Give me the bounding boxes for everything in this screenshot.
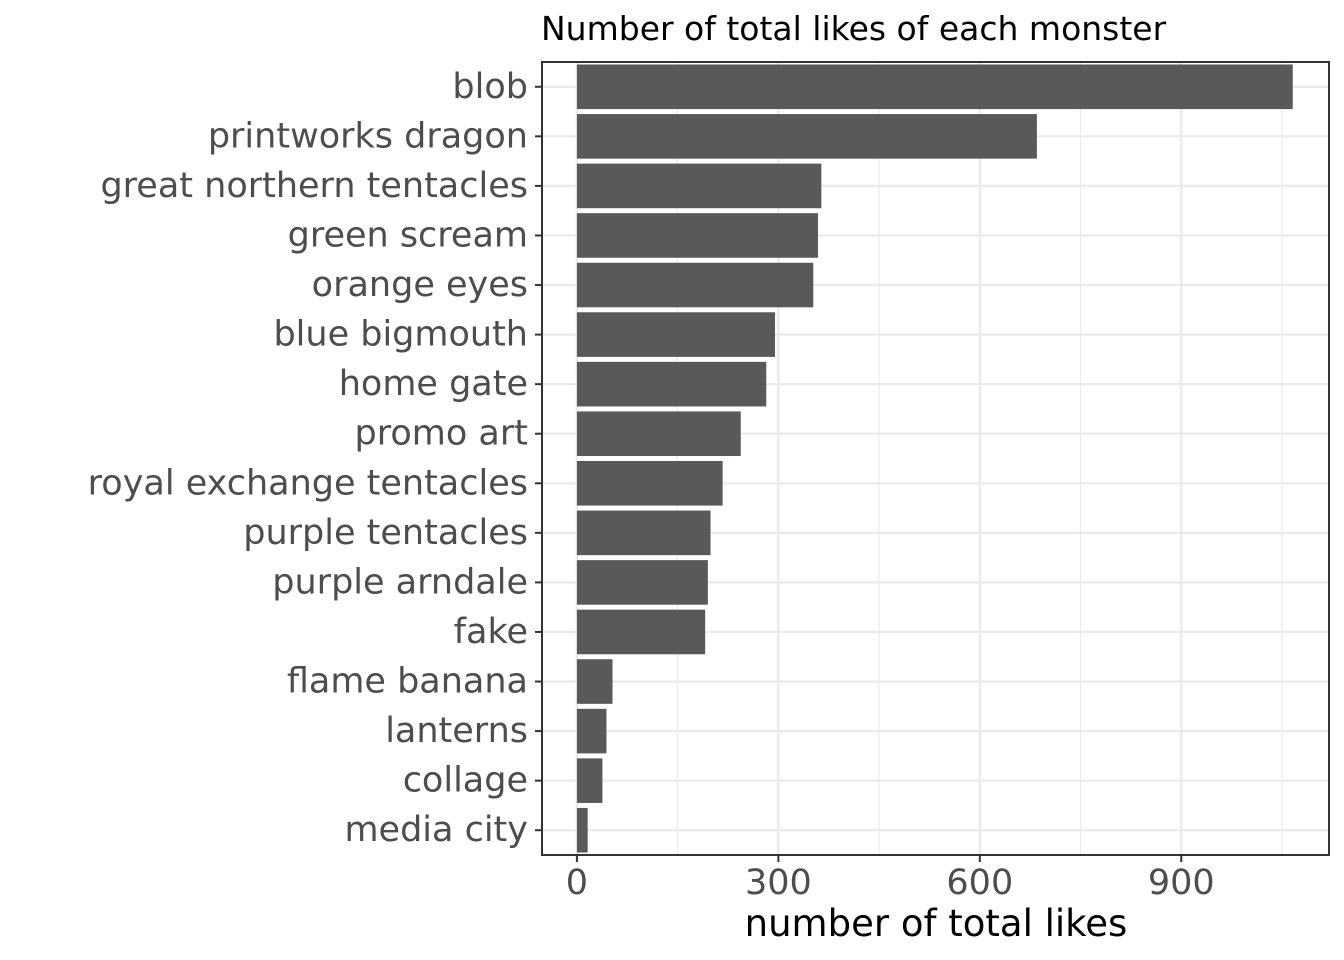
y-tick-label: flame banana [287,662,528,702]
y-axis: blob printworks dragon great northern tent… [88,67,542,850]
y-tick-label: blue bigmouth [273,315,528,355]
bar-orange-eyes [576,262,814,308]
y-tick-label: blob [452,67,528,107]
y-tick-label: green scream [288,215,528,255]
bar-fake [576,609,706,655]
bar-purple-tentacles [576,510,711,556]
bar-media-city [576,807,588,853]
bar-blob [576,64,1293,110]
y-tick-label: printworks dragon [208,116,528,156]
y-tick-label: orange eyes [312,265,528,305]
bar-collage [576,758,603,803]
x-tick-label: 900 [1148,863,1215,903]
bar-blue-bigmouth [576,312,776,357]
y-tick-label: purple arndale [272,562,528,602]
y-tick-label: lanterns [385,711,528,751]
x-axis: 0 300 600 900 [566,855,1215,903]
bar-purple-arndale [576,560,708,605]
x-axis-title: number of total likes [745,902,1128,945]
x-tick-label: 0 [566,863,588,903]
y-tick-label: home gate [339,364,528,404]
panel-border [541,61,1330,856]
x-tick-label: 600 [946,863,1013,903]
bar-flame-banana [576,659,613,704]
bars [576,64,1293,853]
y-tick-label: fake [454,612,528,652]
y-tick-label: collage [403,761,528,801]
bar-green-scream [576,213,818,258]
bar-royal-exchange-tentacles [576,460,723,506]
bar-printworks-dragon [576,114,1037,159]
chart-title: Number of total likes of each monster [541,9,1167,48]
y-tick-label: promo art [355,414,528,454]
y-tick-label: media city [344,810,528,850]
y-tick-label: purple tentacles [243,513,528,553]
bar-great-northern-tentacles [576,163,822,209]
y-tick-label: great northern tentacles [100,166,528,206]
x-tick-label: 300 [745,863,812,903]
y-tick-label: royal exchange tentacles [88,463,528,503]
bar-lanterns [576,708,607,754]
bar-home-gate [576,361,767,407]
bar-promo-art [576,411,741,457]
